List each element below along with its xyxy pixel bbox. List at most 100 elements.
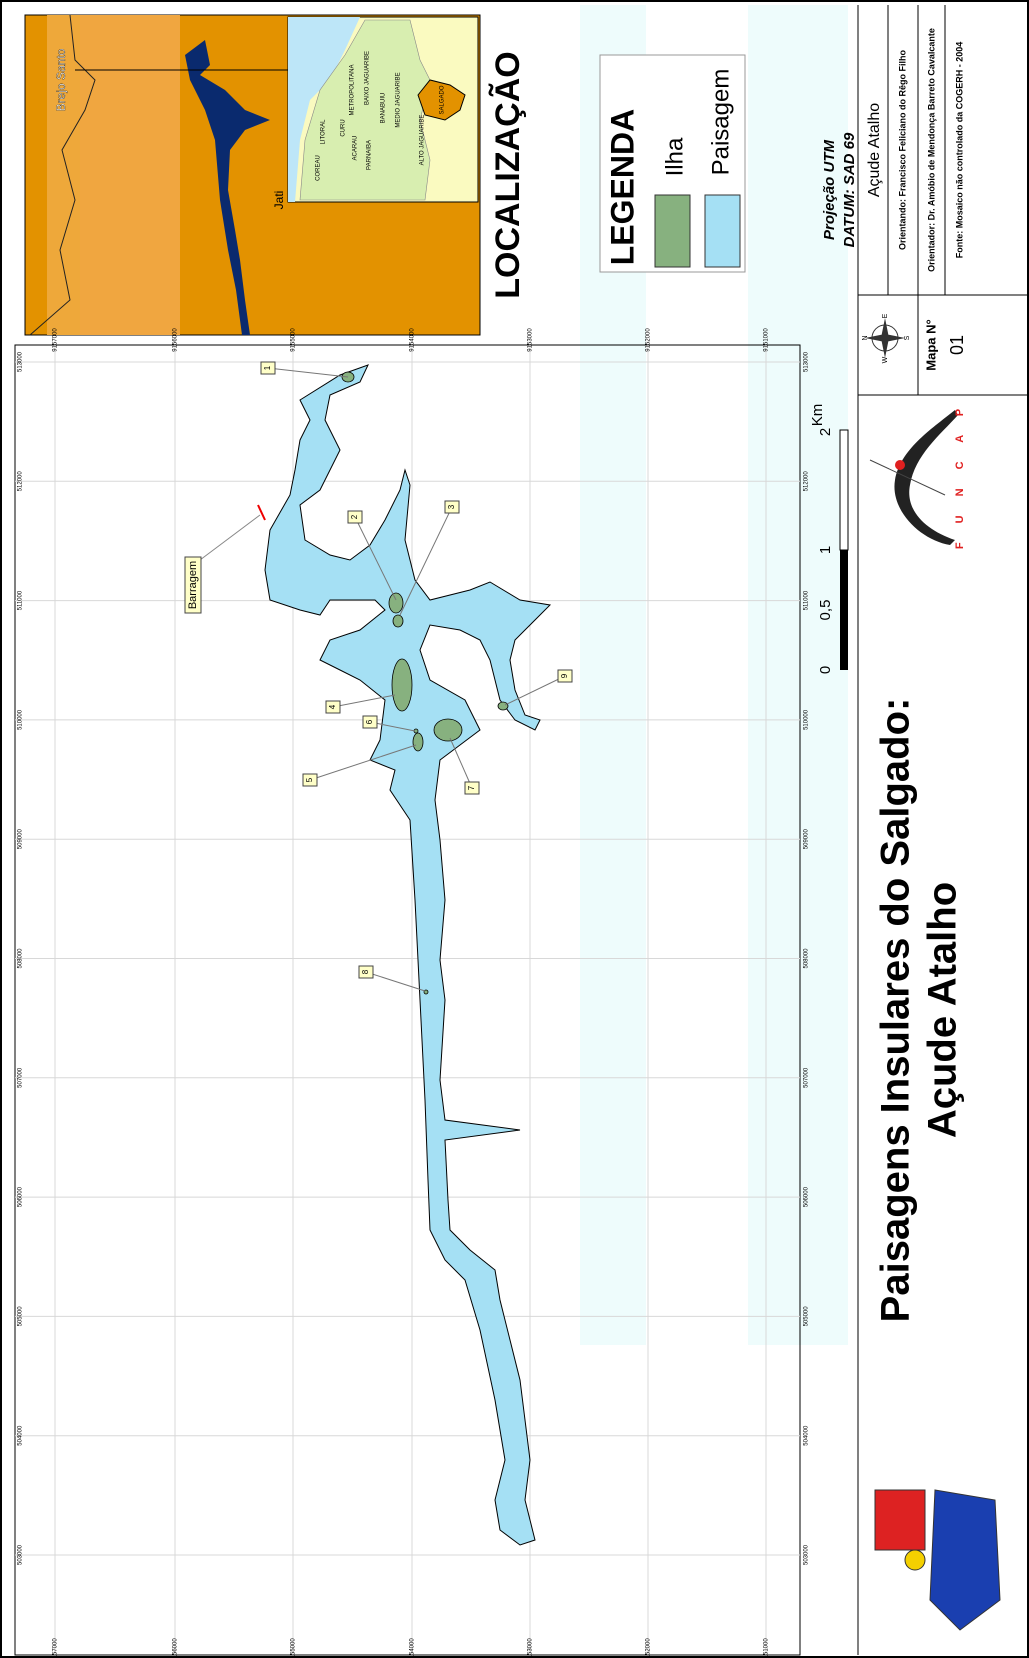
- easting-label: 513000: [18, 351, 24, 372]
- crest-sun: [904, 1549, 926, 1571]
- island-label: 6: [365, 719, 374, 724]
- inset-band: [47, 15, 80, 335]
- dam: [257, 504, 266, 521]
- compass-letter: E: [882, 313, 889, 318]
- legend-heading: LEGENDA: [604, 109, 640, 265]
- island: [412, 732, 424, 752]
- island: [497, 701, 509, 711]
- legend: LEGENDA Ilha Paisagem: [599, 54, 746, 273]
- location-heading: LOCALIZAÇÃO: [489, 51, 527, 298]
- easting-label: 506000: [804, 1186, 810, 1207]
- island-label: 1: [263, 365, 272, 370]
- location-inset: Brejo Santo Jati COREAU LITORAL CURU ACARAU…: [24, 14, 481, 336]
- northing-label: 9156000: [173, 328, 179, 352]
- northing-label: 9156000: [173, 1638, 179, 1658]
- region-label: BANABUIU: [381, 93, 387, 124]
- scale-labels: 0 0,5 1 2: [817, 428, 834, 674]
- region-label: BAIXO JAGUARIBE: [365, 51, 371, 105]
- compass-letter: W: [882, 356, 889, 363]
- leader-line: [504, 675, 566, 706]
- easting-label: 508000: [804, 948, 810, 969]
- reservoir: [264, 364, 552, 1546]
- island-label: 7: [467, 785, 476, 790]
- region-label: COREAU: [316, 155, 322, 181]
- northing-label: 9154000: [410, 328, 416, 352]
- easting-label: 511000: [18, 590, 24, 610]
- scale-segment: [839, 429, 849, 551]
- map-number-label: Mapa N°: [923, 319, 938, 370]
- datum: DATUM: SAD 69: [841, 132, 858, 247]
- advisor: Orientador: Dr. Amóbio de Mendonça Barre…: [926, 28, 936, 272]
- crest-shield: [874, 1489, 926, 1551]
- callout-box: [362, 715, 378, 729]
- callout-box: [464, 781, 480, 795]
- island-callouts: 1 2 3 4 5 6 7 8 9: [260, 361, 573, 992]
- easting-label: 510000: [804, 709, 810, 730]
- scale-label: 2: [817, 428, 834, 436]
- compass-letter: S: [904, 335, 911, 340]
- compass-letter: N: [862, 335, 869, 340]
- callout-box: [184, 556, 202, 614]
- leader-line: [365, 971, 426, 992]
- crest-shield: [929, 1489, 1001, 1631]
- northing-label: 9154000: [410, 1638, 416, 1658]
- scale-unit: Km: [809, 404, 826, 427]
- easting-label: 509000: [804, 829, 810, 850]
- island-label: 3: [447, 504, 456, 509]
- funcap-logo: F U N C A P: [869, 401, 966, 549]
- projection: Projeção UTM: [821, 139, 838, 240]
- easting-label: 513000: [804, 351, 810, 372]
- scale-bar: 0 0,5 1 2 Km: [809, 404, 849, 674]
- leader-line: [199, 514, 261, 561]
- region-label: ACARAU: [353, 135, 359, 160]
- map-name: Açude Atalho: [866, 103, 883, 197]
- easting-label: 507000: [804, 1067, 810, 1088]
- easting-label: 507000: [18, 1067, 24, 1088]
- northing-label: 9157000: [53, 328, 59, 352]
- northing-label: 9157000: [53, 1638, 59, 1658]
- leader-line: [449, 737, 473, 789]
- easting-label: 508000: [18, 948, 24, 969]
- island: [388, 592, 404, 614]
- compass-star: [865, 318, 905, 358]
- island: [392, 614, 404, 628]
- northing-label: 9152000: [646, 328, 652, 352]
- easting-label: 503000: [18, 1544, 24, 1565]
- place-label: Jati: [272, 191, 286, 210]
- state-regions: [299, 19, 431, 201]
- scale-label: 0,5: [817, 600, 834, 621]
- crest: [874, 1489, 1001, 1631]
- logo-mark: [894, 410, 958, 545]
- region-label: LITORAL: [321, 119, 327, 145]
- map-frame: [14, 344, 801, 1656]
- inset-reservoir: [185, 40, 270, 335]
- region-label: SALGADO: [440, 85, 446, 114]
- callout-box: [347, 510, 363, 524]
- title-line: Açude Atalho: [921, 882, 965, 1138]
- northing-label: 9152000: [646, 1638, 652, 1658]
- callout-box: [444, 500, 460, 514]
- easting-label: 505000: [804, 1306, 810, 1327]
- main-map: 9157000915700091560009156000915500091550…: [14, 328, 810, 1658]
- region-label: PARNAIBA: [367, 140, 373, 170]
- island: [391, 658, 413, 712]
- island-label: 2: [350, 514, 359, 519]
- easting-label: 509000: [18, 829, 24, 850]
- region-label: MEDIO JAGUARIBE: [396, 72, 402, 127]
- legend-label: Paisagem: [707, 69, 734, 176]
- info-panel: Açude Atalho Orientando: Francisco Felic…: [857, 5, 1027, 1655]
- callout-box: [557, 669, 573, 683]
- northing-label: 9151000: [764, 1638, 770, 1658]
- callout-box: [325, 700, 341, 714]
- easting-label: 510000: [18, 709, 24, 730]
- legend-label: Ilha: [661, 137, 688, 176]
- inset-band: [80, 15, 180, 335]
- sea: [288, 17, 360, 202]
- easting-label: 504000: [804, 1425, 810, 1446]
- map-number: 01: [947, 335, 967, 355]
- callout-box: [302, 773, 318, 787]
- leader-line: [354, 516, 397, 601]
- callout-box: [358, 965, 374, 979]
- band: [748, 5, 848, 1345]
- island-label: 9: [560, 673, 569, 678]
